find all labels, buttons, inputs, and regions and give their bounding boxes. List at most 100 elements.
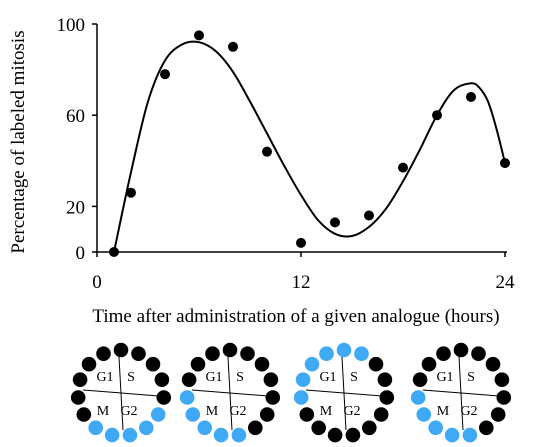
- x-axis-ticks: 0 12 24: [92, 252, 515, 293]
- x-tick-label: 24: [496, 272, 516, 293]
- phase-divider: [191, 389, 269, 397]
- phase-label: G1: [96, 370, 113, 385]
- phase-label: G1: [205, 370, 222, 385]
- data-point: [432, 110, 442, 121]
- unlabeled-cell-dot: [368, 356, 384, 372]
- unlabeled-cell-dot: [479, 420, 494, 436]
- unlabeled-cell-dot: [299, 407, 315, 422]
- phase-label: M: [437, 404, 450, 419]
- x-tick-label: 0: [92, 272, 102, 293]
- phase-label: M: [97, 404, 110, 419]
- cell-cycle-diagram: G1 S M G2: [70, 342, 172, 443]
- phase-label: G2: [229, 404, 246, 419]
- phase-label: G1: [319, 370, 336, 385]
- labeled-cell-dot: [462, 427, 478, 443]
- labeled-cell-dot: [428, 420, 444, 436]
- unlabeled-cell-dot: [254, 356, 270, 372]
- x-tick-label: 12: [292, 272, 311, 293]
- labeled-cell-dot: [319, 346, 334, 362]
- data-point: [160, 69, 170, 80]
- labeled-cell-dot: [410, 390, 426, 405]
- unlabeled-cell-dot: [76, 407, 92, 422]
- unlabeled-cell-dot: [379, 390, 395, 405]
- unlabeled-cell-dot: [131, 346, 146, 362]
- labeled-cell-dot: [88, 420, 103, 436]
- data-point: [398, 162, 408, 173]
- phase-label: S: [127, 370, 135, 385]
- unlabeled-cell-dot: [362, 420, 377, 436]
- y-axis-ticks: 0 20 60 100: [57, 15, 97, 264]
- data-point: [262, 146, 272, 157]
- y-tick-label: 20: [66, 197, 85, 218]
- unlabeled-cell-dot: [154, 372, 170, 388]
- unlabeled-cell-dot: [327, 427, 343, 443]
- y-tick-label: 0: [76, 243, 86, 264]
- phase-divider: [305, 389, 383, 397]
- unlabeled-cell-dot: [156, 390, 172, 405]
- labeled-cell-dot: [122, 427, 138, 443]
- labeled-cell-dot: [185, 407, 201, 422]
- unlabeled-cell-dot: [248, 420, 263, 436]
- line-chart: 0 12 24 0 20 60 100 Percentage of labeled mit…: [8, 15, 515, 327]
- labeled-cell-dot: [304, 356, 320, 372]
- unlabeled-cell-dot: [81, 356, 97, 372]
- y-axis-label: Percentage of labeled mitosis: [8, 30, 29, 253]
- labeled-cell-dot: [213, 427, 229, 443]
- unlabeled-cell-dot: [222, 342, 238, 358]
- data-point: [466, 91, 476, 102]
- x-axis-label: Time after administration of a given ana…: [92, 306, 499, 327]
- data-point: [364, 210, 374, 221]
- labeled-cell-dot: [197, 420, 212, 436]
- data-point: [500, 158, 510, 169]
- labeled-cell-dot: [354, 346, 369, 362]
- data-point: [330, 217, 340, 228]
- phase-label: S: [350, 370, 358, 385]
- labeled-cell-dot: [139, 420, 154, 436]
- labeled-cell-dot: [104, 427, 120, 443]
- phase-label: G2: [343, 404, 360, 419]
- labeled-cell-dot: [416, 407, 432, 422]
- data-point: [126, 187, 136, 198]
- data-points: [109, 30, 510, 257]
- data-point: [228, 41, 238, 52]
- y-tick-label: 100: [57, 15, 86, 36]
- labeled-cell-dot: [295, 372, 311, 388]
- unlabeled-cell-dot: [471, 346, 486, 362]
- unlabeled-cell-dot: [453, 342, 469, 358]
- phase-label: G1: [436, 370, 453, 385]
- phase-divider: [422, 389, 500, 397]
- unlabeled-cell-dot: [421, 356, 437, 372]
- cell-cycle-diagram: G1 S M G2: [410, 342, 512, 443]
- phase-divider: [82, 389, 160, 397]
- unlabeled-cell-dot: [263, 372, 279, 388]
- unlabeled-cell-dot: [205, 346, 220, 362]
- data-point: [194, 30, 204, 41]
- fitted-curve: [113, 40, 506, 253]
- unlabeled-cell-dot: [345, 427, 361, 443]
- data-point: [109, 247, 119, 257]
- unlabeled-cell-dot: [145, 356, 161, 372]
- unlabeled-cell-dot: [72, 372, 88, 388]
- labeled-cell-dot: [150, 407, 166, 422]
- unlabeled-cell-dot: [259, 407, 275, 422]
- cell-cycle-diagrams: G1 S M G2 G1 S M G2 G1 S M G2 G1 S M G2: [70, 342, 512, 443]
- unlabeled-cell-dot: [412, 372, 428, 388]
- unlabeled-cell-dot: [70, 390, 86, 405]
- unlabeled-cell-dot: [190, 356, 206, 372]
- labeled-cell-dot: [444, 427, 460, 443]
- unlabeled-cell-dot: [265, 390, 281, 405]
- labeled-cell-dot: [293, 390, 309, 405]
- unlabeled-cell-dot: [113, 342, 129, 358]
- cell-cycle-diagram: G1 S M G2: [179, 342, 281, 443]
- cell-cycle-diagram: G1 S M G2: [293, 342, 395, 443]
- unlabeled-cell-dot: [494, 372, 510, 388]
- unlabeled-cell-dot: [490, 407, 506, 422]
- unlabeled-cell-dot: [96, 346, 111, 362]
- labeled-cell-dot: [336, 342, 352, 358]
- unlabeled-cell-dot: [436, 346, 451, 362]
- unlabeled-cell-dot: [240, 346, 255, 362]
- y-tick-label: 60: [66, 106, 85, 127]
- phase-label: M: [320, 404, 333, 419]
- phase-label: M: [206, 404, 219, 419]
